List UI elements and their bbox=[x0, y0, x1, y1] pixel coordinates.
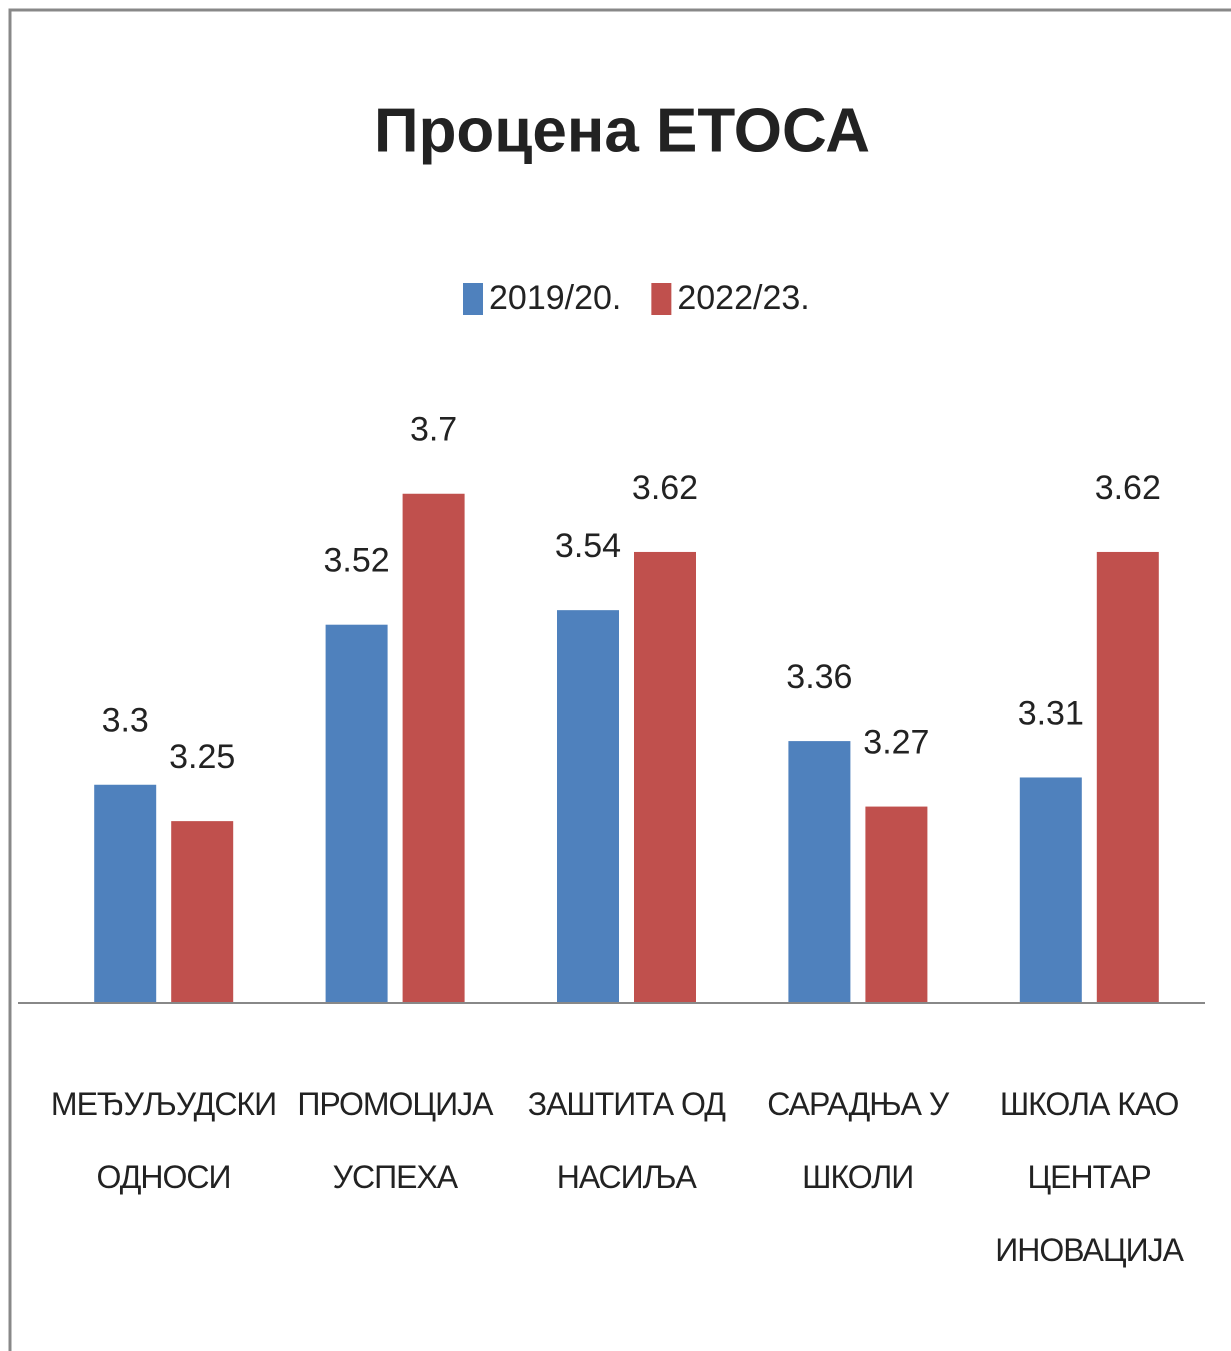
x-tick-label: ПРОМОЦИЈА УСПЕХА bbox=[297, 1086, 493, 1195]
legend-label: 2019/20. bbox=[489, 279, 621, 317]
value-label: 3.27 bbox=[863, 724, 929, 762]
value-label: 3.25 bbox=[169, 738, 235, 776]
value-label: 3.52 bbox=[324, 542, 390, 580]
frame bbox=[8, 8, 1231, 1351]
x-tick-label: ШКОЛА КАО ЦЕНТАР ИНОВАЦИЈА bbox=[995, 1086, 1184, 1268]
value-label: 3.54 bbox=[555, 527, 621, 565]
bar bbox=[325, 624, 388, 1003]
bar bbox=[1019, 777, 1082, 1003]
value-label: 3.62 bbox=[1095, 469, 1161, 507]
x-tick-label: ЗАШТИТА ОД НАСИЉА bbox=[527, 1086, 726, 1195]
value-label: 3.3 bbox=[102, 702, 149, 740]
bar bbox=[171, 821, 234, 1003]
bar bbox=[402, 493, 465, 1003]
bar bbox=[788, 741, 851, 1003]
bar bbox=[634, 551, 696, 1003]
legend-swatch bbox=[651, 283, 672, 315]
chart-title: Процена ЕТОСА bbox=[374, 96, 870, 165]
bar bbox=[557, 610, 619, 1003]
x-tick-label: САРАДЊА У ШКОЛИ bbox=[767, 1086, 949, 1195]
bar bbox=[1096, 551, 1159, 1003]
value-label: 3.62 bbox=[632, 469, 698, 507]
value-label: 3.36 bbox=[786, 658, 852, 696]
value-label: 3.31 bbox=[1018, 694, 1084, 732]
bar bbox=[94, 784, 157, 1003]
bar bbox=[865, 806, 928, 1003]
value-label: 3.7 bbox=[410, 411, 457, 449]
x-tick-label: МЕЂУЉУДСКИ ОДНОСИ bbox=[50, 1086, 277, 1195]
legend-swatch bbox=[463, 283, 483, 315]
legend-label: 2022/23. bbox=[677, 279, 809, 317]
